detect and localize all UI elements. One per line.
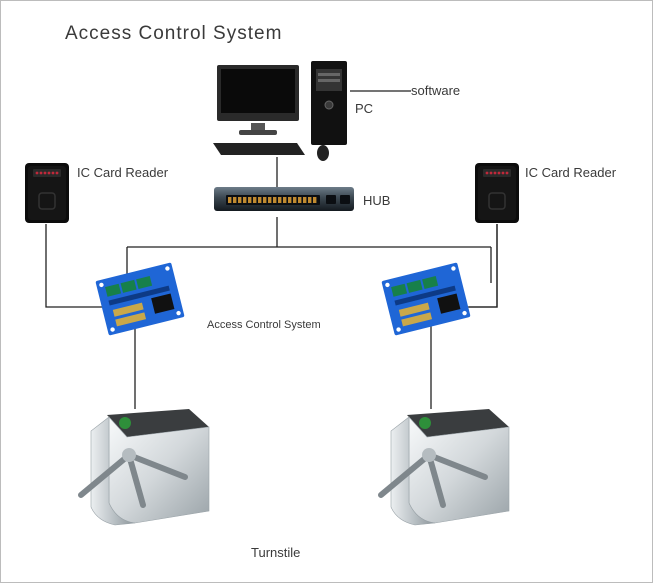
hub-icon xyxy=(214,187,354,211)
controller-board-left-icon xyxy=(95,262,184,335)
diagram-sheet: Access Control System xyxy=(0,0,653,583)
turnstile-label: Turnstile xyxy=(251,545,300,560)
controller-board-right-icon xyxy=(381,262,470,335)
turnstile-left-icon xyxy=(81,409,209,525)
turnstile-right-icon xyxy=(381,409,509,525)
pc-icon xyxy=(213,61,347,161)
acs-center-label: Access Control System xyxy=(207,319,321,331)
ic-reader-left-icon xyxy=(25,163,69,223)
software-label: software xyxy=(411,83,460,98)
pc-label: PC xyxy=(355,101,373,116)
ic-reader-right-label: IC Card Reader xyxy=(525,165,616,180)
ic-reader-right-icon xyxy=(475,163,519,223)
wiring xyxy=(46,91,497,409)
ic-reader-left-label: IC Card Reader xyxy=(77,165,168,180)
diagram-svg xyxy=(1,1,653,583)
hub-label: HUB xyxy=(363,193,390,208)
